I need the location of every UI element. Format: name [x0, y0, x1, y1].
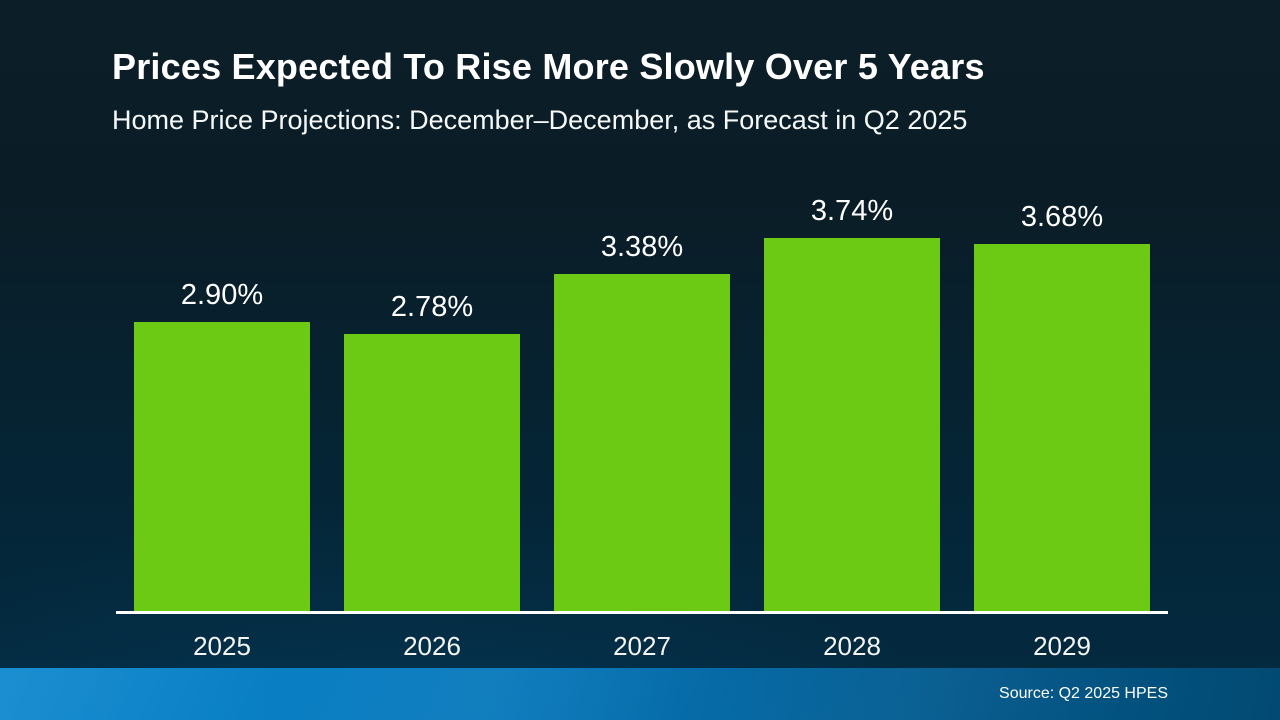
chart-title: Prices Expected To Rise More Slowly Over…: [112, 46, 985, 87]
bar-2025: [134, 322, 310, 612]
x-axis-tick-label: 2025: [193, 631, 251, 661]
chart-subtitle: Home Price Projections: December–Decembe…: [112, 105, 968, 135]
bar-value-label: 2.90%: [180, 279, 264, 311]
bar-2029: [974, 244, 1150, 612]
bar-value-label: 3.38%: [600, 231, 684, 263]
x-axis-tick-label: 2027: [613, 631, 671, 661]
source-attribution: Source: Q2 2025 HPES: [999, 685, 1168, 702]
x-axis-line: [116, 611, 1168, 614]
x-axis-tick-label: 2028: [823, 631, 881, 661]
bar-value-label: 3.68%: [1020, 201, 1104, 233]
bar-value-label: 2.78%: [390, 291, 474, 323]
bar-value-label: 3.74%: [810, 195, 894, 227]
bar-2027: [554, 274, 730, 612]
footer-bar: Source: Q2 2025 HPES: [0, 668, 1280, 720]
bar-2026: [344, 334, 520, 612]
bar-2028: [764, 238, 940, 612]
x-axis-tick-label: 2029: [1033, 631, 1091, 661]
x-axis-tick-label: 2026: [403, 631, 461, 661]
